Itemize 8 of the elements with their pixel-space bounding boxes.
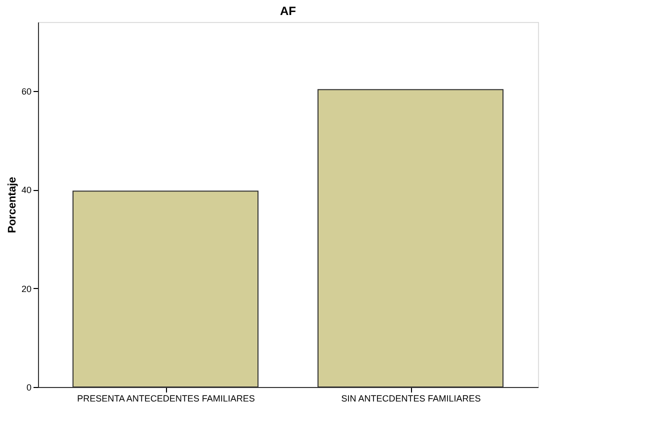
y-tick-label: 20 <box>21 284 32 294</box>
y-tick-label: 0 <box>26 382 32 392</box>
x-tick-label: PRESENTA ANTECEDENTES FAMILIARES <box>77 394 255 404</box>
x-tick-label: SIN ANTECDENTES FAMILIARES <box>341 394 481 404</box>
y-tick-label: 60 <box>21 86 32 97</box>
y-tick-label: 40 <box>21 185 32 196</box>
chart-title: AF <box>280 4 296 18</box>
y-axis-title: Porcentaje <box>6 176 18 234</box>
